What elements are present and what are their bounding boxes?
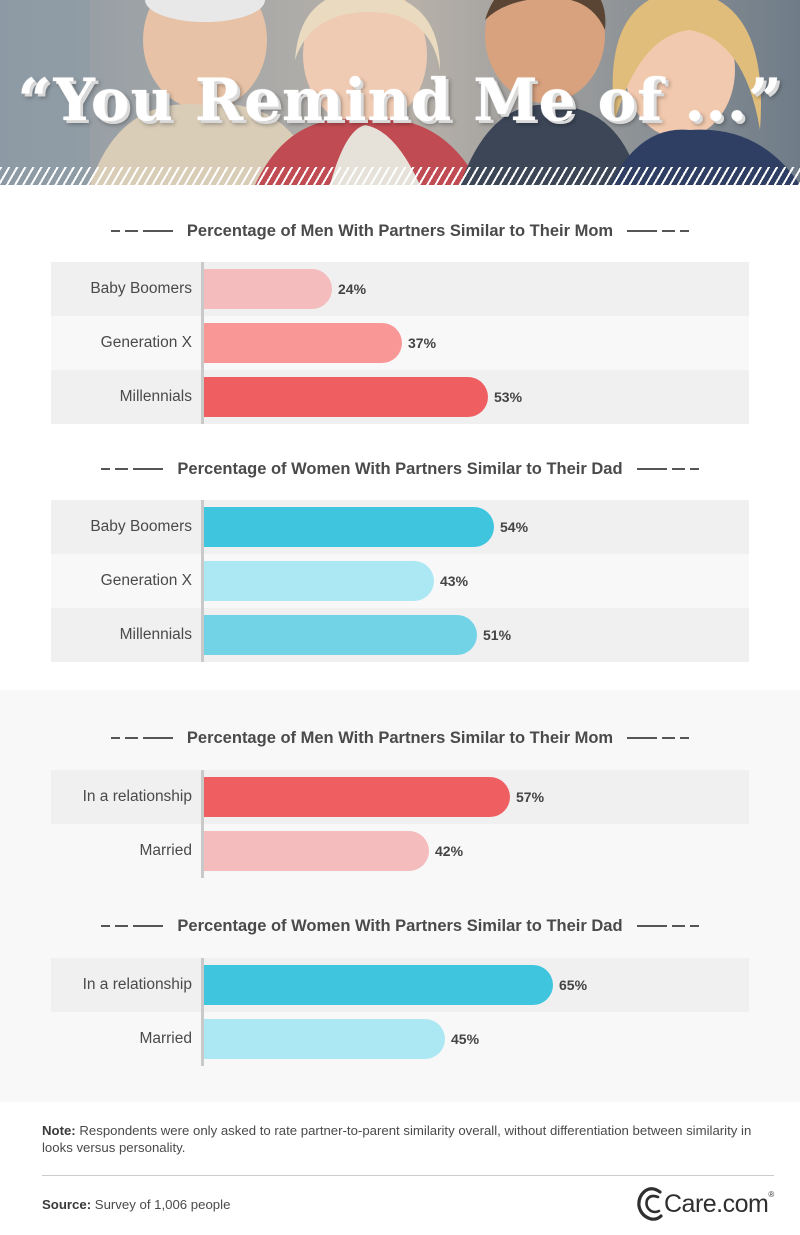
chart-title: Percentage of Men With Partners Similar … <box>186 221 614 240</box>
source-line: Source: Survey of 1,006 people <box>42 1197 230 1212</box>
right-dash-decoration <box>636 925 699 927</box>
axis-line <box>201 500 204 554</box>
bar-row: Generation X 37% <box>51 316 749 370</box>
category-label: Generation X <box>100 334 192 351</box>
logo-registered-mark: ® <box>768 1189 774 1199</box>
category-label: Married <box>139 842 192 859</box>
category-label: Millennials <box>119 388 192 405</box>
value-label: 57% <box>516 789 545 805</box>
chart-women-by-status: In a relationship 65% Married 45% <box>51 958 749 1066</box>
note-text: Respondents were only asked to rate part… <box>42 1123 752 1155</box>
right-dash-decoration <box>636 468 699 470</box>
value-label: 43% <box>440 573 469 589</box>
bar-row: In a relationship 65% <box>51 958 749 1012</box>
bar <box>202 831 429 871</box>
left-dash-decoration <box>101 468 164 470</box>
category-label: In a relationship <box>82 976 192 993</box>
bar <box>202 965 553 1005</box>
category-label: Baby Boomers <box>90 280 192 297</box>
chart-men-by-status: In a relationship 57% Married 42% <box>51 770 749 878</box>
section-title-women-generation: Percentage of Women With Partners Simila… <box>0 457 800 481</box>
axis-line <box>201 824 204 878</box>
source-text: Survey of 1,006 people <box>91 1197 231 1212</box>
bar <box>202 1019 445 1059</box>
right-dash-decoration <box>627 230 690 232</box>
footer-divider <box>42 1175 774 1176</box>
axis-line <box>201 262 204 316</box>
right-dash-decoration <box>627 737 690 739</box>
value-label: 65% <box>559 977 588 993</box>
section-title-men-generation: Percentage of Men With Partners Similar … <box>0 219 800 243</box>
bar-row: Married 45% <box>51 1012 749 1066</box>
chart-women-by-generation: Baby Boomers 54% Generation X 43% Millennial… <box>51 500 749 662</box>
value-label: 45% <box>451 1031 480 1047</box>
chart-title: Percentage of Women With Partners Simila… <box>177 916 623 935</box>
bar-row: Millennials 53% <box>51 370 749 424</box>
logo-wordmark: Care.com® <box>664 1190 774 1219</box>
section-title-women-status: Percentage of Women With Partners Simila… <box>0 914 800 938</box>
section-title-men-status: Percentage of Men With Partners Similar … <box>0 726 800 750</box>
axis-line <box>201 770 204 824</box>
care-heart-icon <box>637 1187 663 1221</box>
hero-stripe-border <box>0 167 800 185</box>
chart-title: Percentage of Women With Partners Simila… <box>177 459 623 478</box>
bar <box>202 377 488 417</box>
bar <box>202 777 510 817</box>
footnote: Note: Respondents were only asked to rat… <box>42 1122 762 1156</box>
bar <box>202 507 494 547</box>
care-com-logo: Care.com® <box>636 1186 774 1222</box>
bar-row: In a relationship 57% <box>51 770 749 824</box>
category-label: Baby Boomers <box>90 518 192 535</box>
category-label: Millennials <box>119 626 192 643</box>
category-label: Married <box>139 1030 192 1047</box>
bar-row: Married 42% <box>51 824 749 878</box>
chart-title: Percentage of Men With Partners Similar … <box>186 728 614 747</box>
note-label: Note: <box>42 1123 76 1138</box>
left-dash-decoration <box>101 925 164 927</box>
bar <box>202 323 402 363</box>
bar-row: Generation X 43% <box>51 554 749 608</box>
value-label: 54% <box>500 519 529 535</box>
bar-row: Millennials 51% <box>51 608 749 662</box>
axis-line <box>201 1012 204 1066</box>
axis-line <box>201 370 204 424</box>
value-label: 24% <box>338 281 367 297</box>
value-label: 42% <box>435 843 464 859</box>
hero-banner: “You Remind Me of ...” <box>0 0 800 185</box>
family-photo <box>0 0 800 185</box>
source-label: Source: <box>42 1197 92 1212</box>
bar-row: Baby Boomers 24% <box>51 262 749 316</box>
value-label: 51% <box>483 627 512 643</box>
bar <box>202 269 332 309</box>
left-dash-decoration <box>110 737 173 739</box>
chart-men-by-generation: Baby Boomers 24% Generation X 37% Millennial… <box>51 262 749 424</box>
axis-line <box>201 608 204 662</box>
axis-line <box>201 316 204 370</box>
left-dash-decoration <box>110 230 173 232</box>
axis-line <box>201 958 204 1012</box>
category-label: In a relationship <box>82 788 192 805</box>
axis-line <box>201 554 204 608</box>
value-label: 53% <box>494 389 523 405</box>
bar-row: Baby Boomers 54% <box>51 500 749 554</box>
bar <box>202 561 434 601</box>
bar <box>202 615 477 655</box>
logo-text: Care.com <box>664 1189 769 1218</box>
value-label: 37% <box>408 335 437 351</box>
category-label: Generation X <box>100 572 192 589</box>
hero-title: “You Remind Me of ...” <box>17 66 783 134</box>
